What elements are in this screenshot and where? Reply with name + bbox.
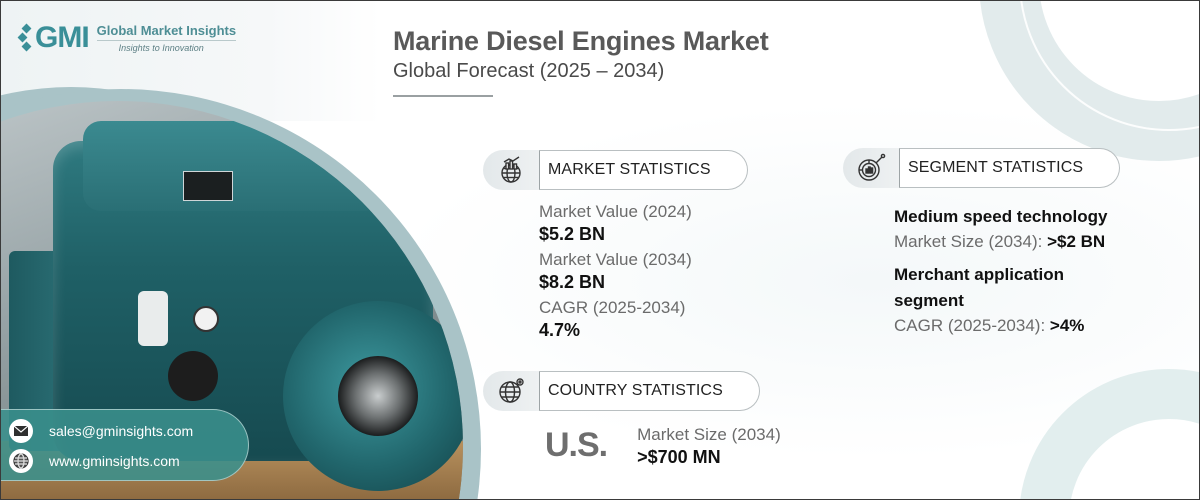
segment-item: Medium speed technology Market Size (203… (894, 204, 1174, 254)
contact-website[interactable]: www.gminsights.com (9, 446, 248, 476)
country-statistics-heading: COUNTRY STATISTICS (539, 371, 760, 411)
stat-label: Market Value (2034) (539, 250, 692, 269)
engine-cap (168, 351, 218, 401)
engine-gauge (193, 306, 219, 332)
segment-statistics-list: Medium speed technology Market Size (203… (894, 204, 1174, 346)
country-statistics-badge: COUNTRY STATISTICS (483, 371, 760, 411)
market-statistics-heading: MARKET STATISTICS (539, 150, 748, 190)
logo-gmi-text: GMI (35, 21, 90, 54)
brand-tagline: Insights to Innovation (118, 43, 204, 53)
stat-item: Market Value (2024) $5.2 BN (539, 201, 692, 245)
logo-mark: GMI (17, 21, 90, 54)
stat-item: Market Value (2034) $8.2 BN (539, 249, 692, 293)
market-statistics-badge: MARKET STATISTICS (483, 150, 748, 190)
stat-label: CAGR (2025-2034) (539, 298, 686, 317)
globe-pin-icon (483, 371, 539, 411)
email-link[interactable]: sales@gminsights.com (49, 423, 194, 439)
page-title: Marine Diesel Engines Market (393, 26, 769, 56)
stat-value: $8.2 BN (539, 272, 606, 292)
segment-statistics-heading: SEGMENT STATISTICS (899, 148, 1121, 188)
chart-globe-icon (483, 150, 539, 190)
stat-label: Market Value (2024) (539, 202, 692, 221)
engine-nameplate (183, 171, 233, 201)
segment-statistics-badge: SEGMENT STATISTICS (843, 148, 1121, 188)
contact-bar: sales@gminsights.com www.gminsights.com (1, 409, 249, 481)
segment-metric: CAGR (2025-2034): >4% (894, 314, 1174, 338)
country-metric: Market Size (2034) >$700 MN (637, 424, 781, 468)
gmi-logo: GMI Global Market Insights Insights to I… (17, 21, 237, 54)
stat-item: CAGR (2025-2034) 4.7% (539, 297, 692, 341)
engine-filter (138, 291, 168, 346)
logo-text: Global Market Insights Insights to Innov… (96, 23, 237, 53)
brand-name: Global Market Insights (96, 23, 237, 41)
contact-email[interactable]: sales@gminsights.com (9, 416, 248, 446)
target-chart-icon (843, 148, 899, 188)
segment-metric-label: Market Size (2034): (894, 232, 1043, 251)
segment-title: Merchant application segment (894, 265, 1065, 310)
stat-value: 4.7% (539, 320, 581, 340)
segment-metric-value: >4% (1049, 316, 1085, 335)
country-name: U.S. (545, 426, 608, 464)
engine-head (83, 121, 383, 211)
website-link[interactable]: www.gminsights.com (49, 453, 180, 469)
country-metric-value: >$700 MN (637, 447, 721, 467)
globe-icon (9, 449, 33, 473)
engine-flywheel-hub (338, 356, 418, 436)
segment-item: Merchant application segment CAGR (2025-… (894, 262, 1174, 338)
segment-metric: Market Size (2034): >$2 BN (894, 230, 1174, 254)
page-subtitle: Global Forecast (2025 – 2034) (393, 60, 665, 82)
stat-value: $5.2 BN (539, 224, 606, 244)
title-block: Marine Diesel Engines Market Global Fore… (393, 25, 769, 97)
country-metric-label: Market Size (2034) (637, 425, 781, 444)
title-divider (393, 95, 493, 97)
envelope-icon (9, 419, 33, 443)
segment-metric-value: >$2 BN (1047, 232, 1106, 251)
market-statistics-list: Market Value (2024) $5.2 BN Market Value… (539, 201, 692, 345)
segment-metric-label: CAGR (2025-2034): (894, 316, 1046, 335)
logo-diamonds-icon (17, 23, 33, 53)
country-statistics: U.S. Market Size (2034) >$700 MN (545, 425, 781, 468)
segment-title: Medium speed technology (894, 207, 1108, 226)
